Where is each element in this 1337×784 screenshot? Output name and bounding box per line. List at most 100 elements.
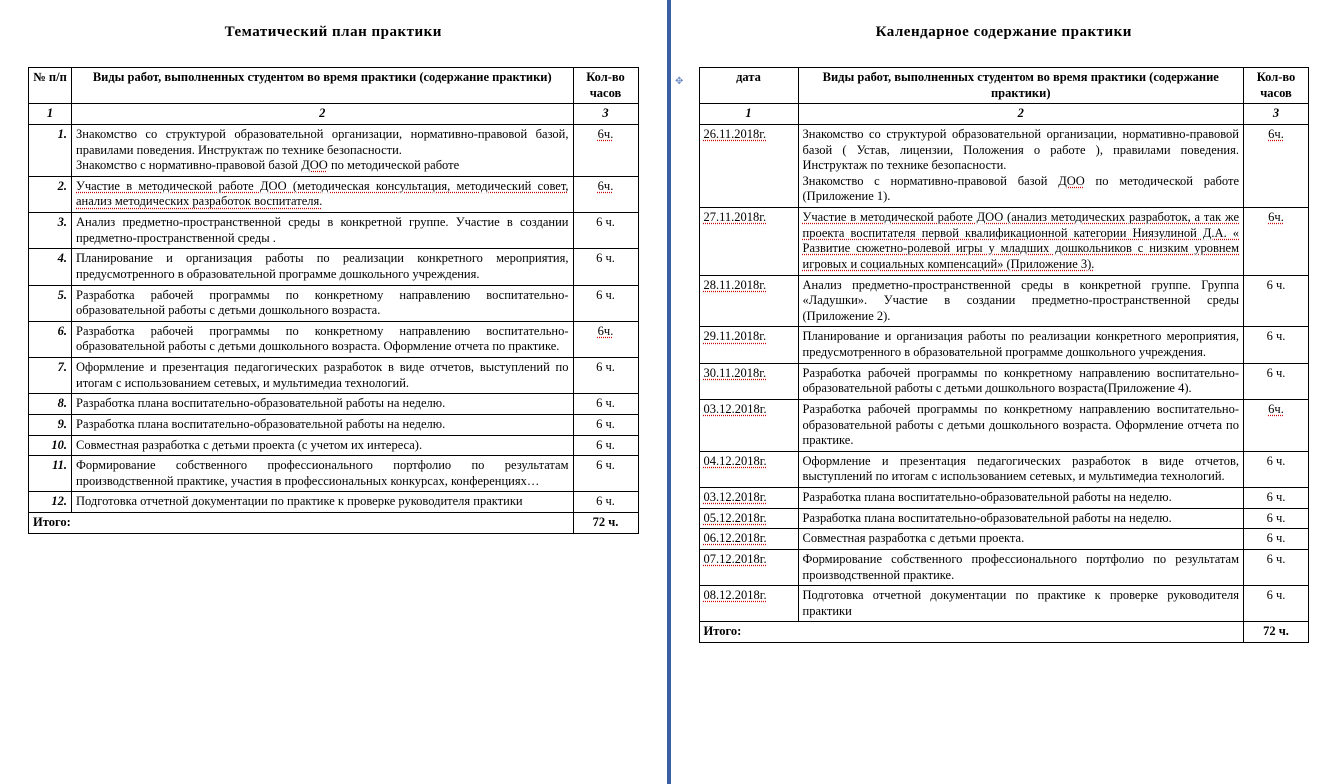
left-h2-c3: 3 xyxy=(573,104,638,125)
row-date: 08.12.2018г. xyxy=(699,586,798,622)
right-col-hrs-header: Кол-во часов xyxy=(1244,68,1309,104)
row-number: 5. xyxy=(29,285,72,321)
row-desc: Разработка рабочей программы по конкретн… xyxy=(798,399,1244,451)
row-date: 06.12.2018г. xyxy=(699,529,798,550)
row-number: 7. xyxy=(29,358,72,394)
row-hours: 6 ч. xyxy=(573,435,638,456)
row-hours: 6 ч. xyxy=(573,213,638,249)
row-date: 04.12.2018г. xyxy=(699,451,798,487)
left-col-desc-header: Виды работ, выполненных студентом во вре… xyxy=(72,68,574,104)
row-desc: Знакомство со структурой образовательной… xyxy=(798,124,1244,207)
row-number: 3. xyxy=(29,213,72,249)
document-spread: Тематический план практики № п/п Виды ра… xyxy=(0,0,1337,784)
row-date: 07.12.2018г. xyxy=(699,549,798,585)
right-header-row2: 1 2 3 xyxy=(699,104,1309,125)
row-desc: Участие в методической работе ДОО (метод… xyxy=(72,176,574,212)
row-hours: 6 ч. xyxy=(1244,488,1309,509)
row-desc: Формирование собственного профессиональн… xyxy=(798,549,1244,585)
table-move-handle-icon: ✥ xyxy=(675,76,683,87)
row-hours: 6 ч. xyxy=(573,394,638,415)
table-row: 03.12.2018г.Разработка плана воспитатель… xyxy=(699,488,1309,509)
row-hours: 6ч. xyxy=(573,321,638,357)
table-row: 1.Знакомство со структурой образовательн… xyxy=(29,124,639,176)
right-col-desc-header: Виды работ, выполненных студентом во вре… xyxy=(798,68,1244,104)
row-hours: 6 ч. xyxy=(573,456,638,492)
row-hours: 6 ч. xyxy=(1244,327,1309,363)
left-table: № п/п Виды работ, выполненных студентом … xyxy=(28,67,639,534)
table-row: 06.12.2018г.Совместная разработка с деть… xyxy=(699,529,1309,550)
left-rows: 1.Знакомство со структурой образовательн… xyxy=(29,124,639,512)
row-date: 03.12.2018г. xyxy=(699,488,798,509)
table-row: 30.11.2018г.Разработка рабочей программы… xyxy=(699,363,1309,399)
table-row: 5.Разработка рабочей программы по конкре… xyxy=(29,285,639,321)
row-hours: 6 ч. xyxy=(1244,529,1309,550)
right-total-row: Итого: 72 ч. xyxy=(699,622,1309,643)
table-row: 03.12.2018г.Разработка рабочей программы… xyxy=(699,399,1309,451)
page-left: Тематический план практики № п/п Виды ра… xyxy=(0,0,669,784)
row-number: 1. xyxy=(29,124,72,176)
row-desc: Планирование и организация работы по реа… xyxy=(798,327,1244,363)
row-date: 03.12.2018г. xyxy=(699,399,798,451)
row-hours: 6 ч. xyxy=(1244,363,1309,399)
right-h2-c1: 1 xyxy=(699,104,798,125)
right-total-value: 72 ч. xyxy=(1244,622,1309,643)
row-hours: 6 ч. xyxy=(573,285,638,321)
row-hours: 6ч. xyxy=(573,176,638,212)
row-desc: Разработка рабочей программы по конкретн… xyxy=(72,285,574,321)
row-hours: 6ч. xyxy=(1244,208,1309,276)
left-title: Тематический план практики xyxy=(28,24,639,41)
table-row: 07.12.2018г.Формирование собственного пр… xyxy=(699,549,1309,585)
table-row: 29.11.2018г.Планирование и организация р… xyxy=(699,327,1309,363)
page-right: Календарное содержание практики дата Вид… xyxy=(669,0,1337,784)
row-desc: Подготовка отчетной документации по прак… xyxy=(72,492,574,513)
table-row: 9.Разработка плана воспитательно-образов… xyxy=(29,414,639,435)
row-desc: Совместная разработка с детьми проекта. xyxy=(798,529,1244,550)
right-title: Календарное содержание практики xyxy=(699,24,1310,41)
row-desc: Разработка плана воспитательно-образоват… xyxy=(72,414,574,435)
row-hours: 6 ч. xyxy=(1244,275,1309,327)
row-hours: 6 ч. xyxy=(1244,451,1309,487)
row-date: 30.11.2018г. xyxy=(699,363,798,399)
row-desc: Оформление и презентация педагогических … xyxy=(798,451,1244,487)
row-hours: 6 ч. xyxy=(1244,508,1309,529)
left-total-label: Итого: xyxy=(29,513,574,534)
row-desc: Участие в методической работе ДОО (анали… xyxy=(798,208,1244,276)
table-row: 26.11.2018г.Знакомство со структурой обр… xyxy=(699,124,1309,207)
left-total-value: 72 ч. xyxy=(573,513,638,534)
row-number: 9. xyxy=(29,414,72,435)
row-hours: 6 ч. xyxy=(573,249,638,285)
row-desc: Оформление и презентация педагогических … xyxy=(72,358,574,394)
row-number: 11. xyxy=(29,456,72,492)
left-h2-c1: 1 xyxy=(29,104,72,125)
row-number: 8. xyxy=(29,394,72,415)
left-col-num-header: № п/п xyxy=(29,68,72,104)
right-col-date-header: дата xyxy=(699,68,798,104)
right-table: дата Виды работ, выполненных студентом в… xyxy=(699,67,1310,643)
table-row: 7.Оформление и презентация педагогически… xyxy=(29,358,639,394)
table-row: 2.Участие в методической работе ДОО (мет… xyxy=(29,176,639,212)
row-hours: 6 ч. xyxy=(573,414,638,435)
table-row: 28.11.2018г.Анализ предметно-пространств… xyxy=(699,275,1309,327)
table-row: 04.12.2018г.Оформление и презентация пед… xyxy=(699,451,1309,487)
row-desc: Анализ предметно-пространственной среды … xyxy=(72,213,574,249)
left-header-row: № п/п Виды работ, выполненных студентом … xyxy=(29,68,639,104)
left-col-hrs-header: Кол-во часов xyxy=(573,68,638,104)
table-row: 10.Совместная разработка с детьми проект… xyxy=(29,435,639,456)
right-total-label: Итого: xyxy=(699,622,1244,643)
row-desc: Разработка плана воспитательно-образоват… xyxy=(72,394,574,415)
left-header-row2: 1 2 3 xyxy=(29,104,639,125)
right-h2-c2: 2 xyxy=(798,104,1244,125)
row-number: 12. xyxy=(29,492,72,513)
row-hours: 6 ч. xyxy=(573,492,638,513)
row-hours: 6 ч. xyxy=(1244,586,1309,622)
row-number: 4. xyxy=(29,249,72,285)
right-rows: 26.11.2018г.Знакомство со структурой обр… xyxy=(699,124,1309,622)
row-date: 28.11.2018г. xyxy=(699,275,798,327)
table-row: 3.Анализ предметно-пространственной сред… xyxy=(29,213,639,249)
row-number: 6. xyxy=(29,321,72,357)
table-row: 08.12.2018г.Подготовка отчетной документ… xyxy=(699,586,1309,622)
row-desc: Анализ предметно-пространственной среды … xyxy=(798,275,1244,327)
row-hours: 6 ч. xyxy=(1244,549,1309,585)
row-date: 26.11.2018г. xyxy=(699,124,798,207)
left-total-row: Итого: 72 ч. xyxy=(29,513,639,534)
